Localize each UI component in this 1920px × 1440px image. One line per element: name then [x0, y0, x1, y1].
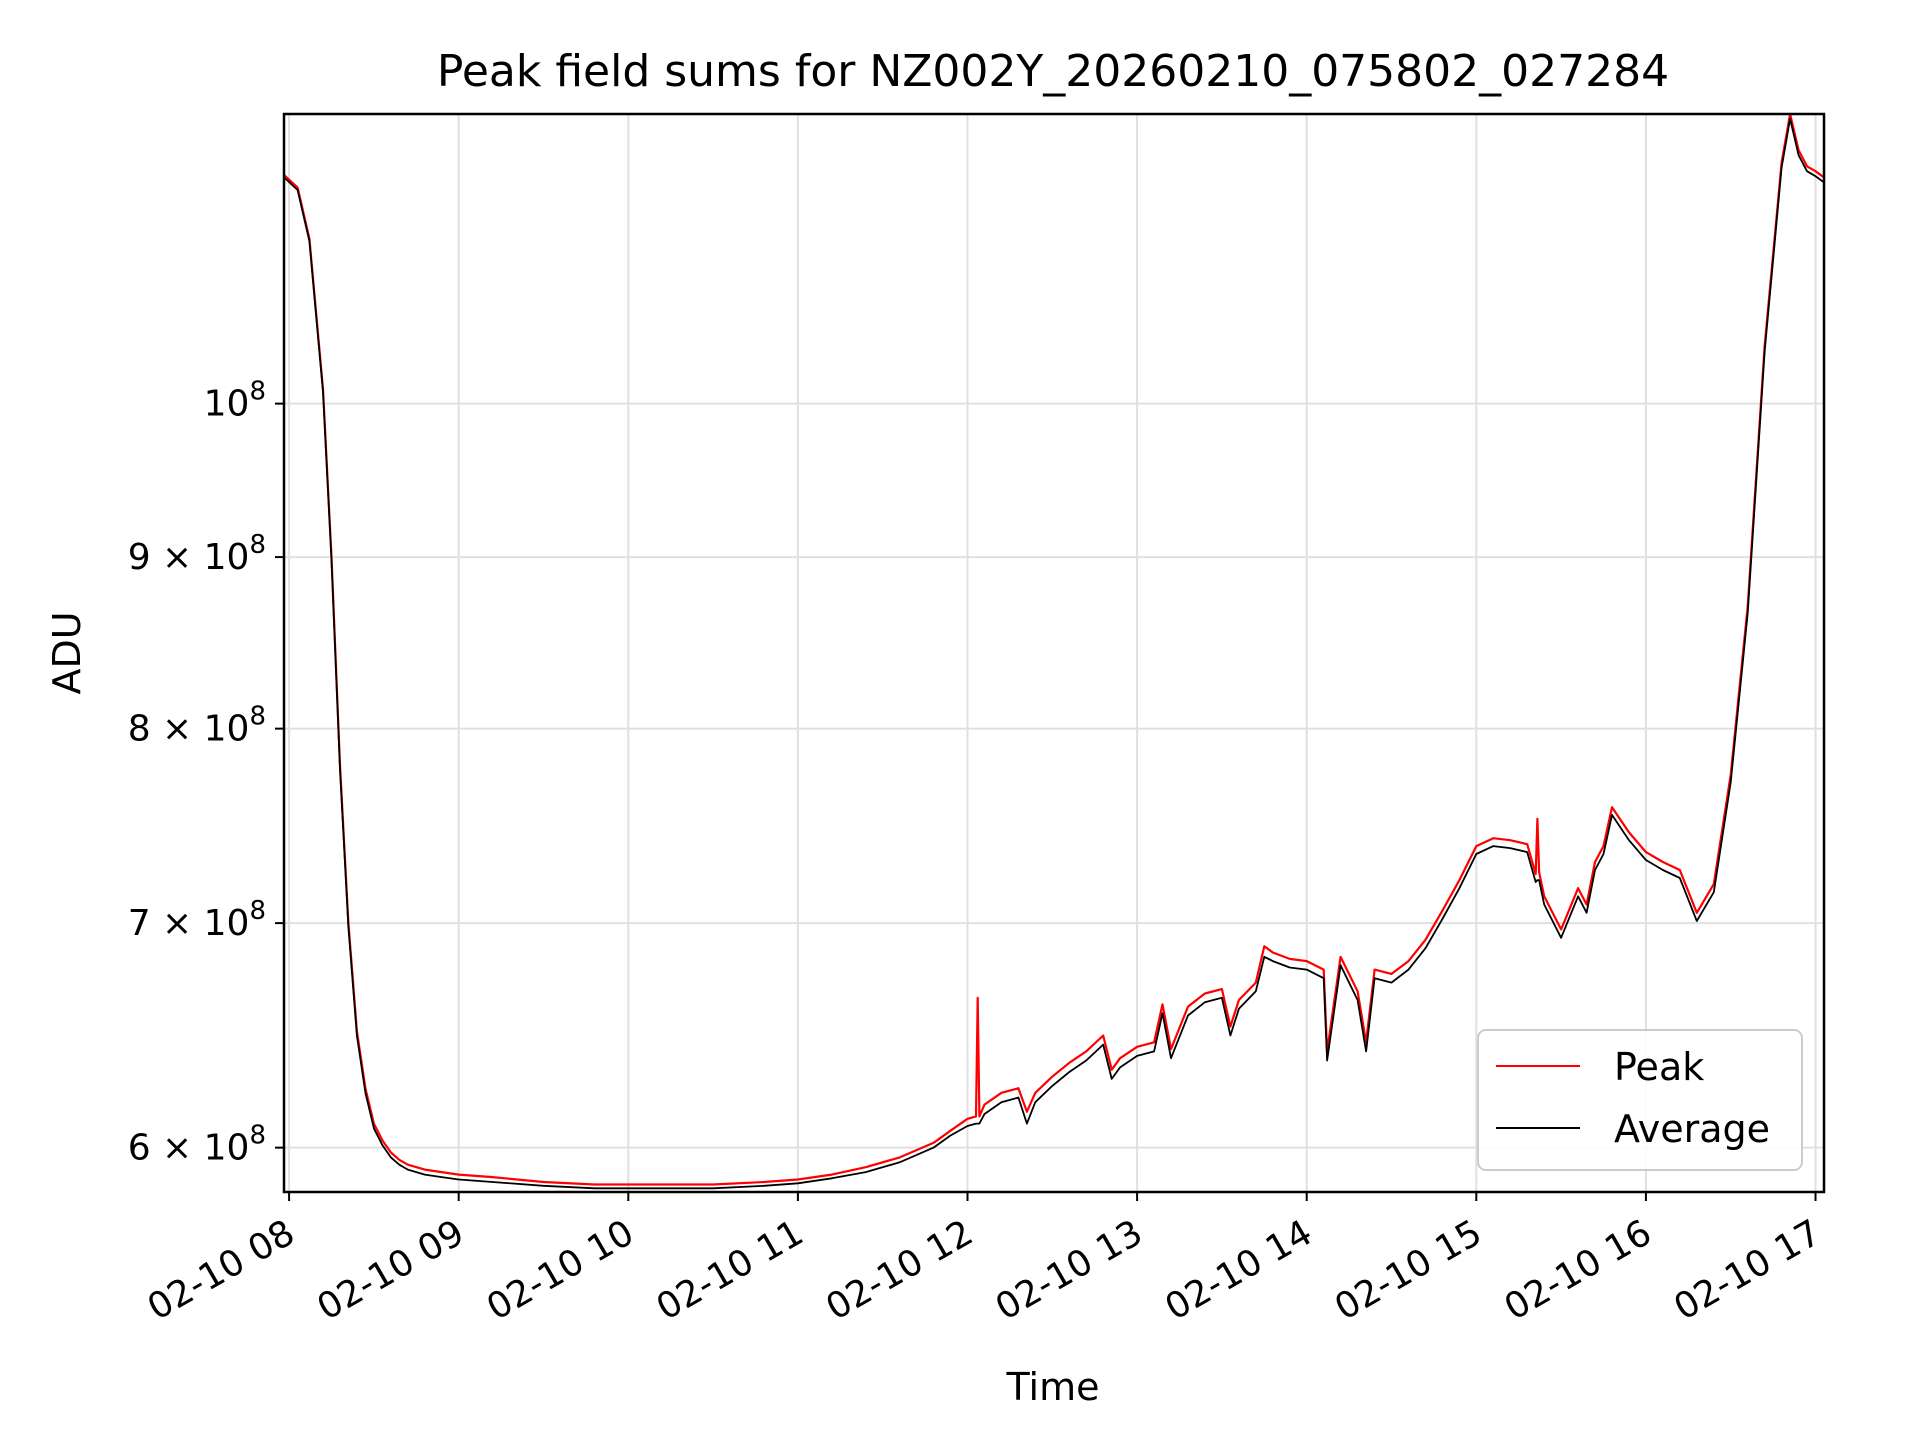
- y-axis-title: ADU: [45, 611, 89, 694]
- legend-label-average: Average: [1614, 1107, 1770, 1151]
- y-tick-label: 6 × 108: [128, 1121, 266, 1169]
- series-line-peak: [283, 112, 1825, 1186]
- series-line-average: [283, 117, 1825, 1190]
- y-tick-label: 9 × 108: [128, 530, 266, 578]
- series-lines: [283, 112, 1825, 1190]
- x-axis-title: Time: [1006, 1365, 1100, 1409]
- plot-frame: [282, 112, 1826, 1194]
- legend: Peak Average: [1477, 1029, 1803, 1171]
- y-tick-label: 108: [204, 377, 266, 425]
- y-tick-label: 8 × 108: [128, 702, 266, 750]
- legend-label-peak: Peak: [1614, 1045, 1704, 1089]
- y-axis: 6 × 108 7 × 108 8 × 108 9 × 108 108: [128, 377, 284, 1169]
- chart-title: Peak field sums for NZ002Y_20260210_0758…: [437, 46, 1669, 97]
- y-tick-label: 7 × 108: [128, 896, 266, 944]
